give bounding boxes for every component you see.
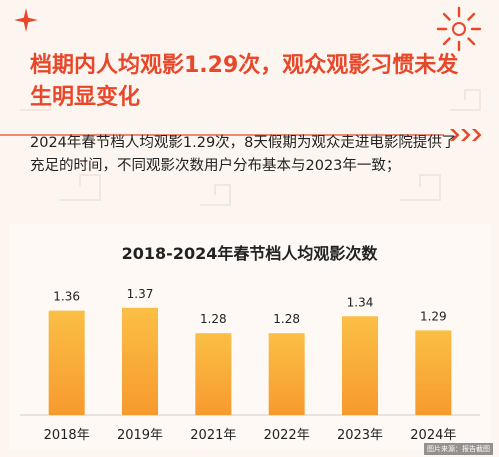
x-tick-label-3: 2022年 xyxy=(264,428,310,443)
image-source-caption: 图片来源：报告截图 xyxy=(424,443,493,455)
bar-chart: 1.36 2018年 1.37 2019年 1.28 2021年 1.28 2022年 1.34… xyxy=(20,287,480,443)
bar-1 xyxy=(122,307,158,415)
x-tick-label-5: 2024年 xyxy=(410,428,456,443)
chart-panel xyxy=(9,224,491,450)
bar-0 xyxy=(48,310,85,415)
chart-title: 2018-2024年春节档人均观影次数 xyxy=(121,244,378,263)
sun-ornament-icon xyxy=(436,6,482,52)
page-title: 档期内人均观影1.29次，观众观影习惯未发生明显变化 xyxy=(30,53,459,110)
x-tick-label-2: 2021年 xyxy=(190,428,236,443)
chevron-arrows-icon xyxy=(450,129,482,141)
x-tick-label-4: 2023年 xyxy=(337,428,383,443)
x-tick-label-0: 2018年 xyxy=(44,428,90,443)
sparkle-icon xyxy=(14,8,38,32)
description-text: 2024年春节档人均观影1.29次，8天假期为观众走进电影院提供了充足的时间，不… xyxy=(30,135,457,174)
bar-3 xyxy=(268,333,305,415)
bar-value-label-2: 1.28 xyxy=(200,312,227,326)
header-divider xyxy=(0,129,482,141)
bar-5 xyxy=(415,330,452,415)
x-tick-label-1: 2019年 xyxy=(117,428,163,443)
bar-value-label-3: 1.28 xyxy=(273,312,300,326)
bar-value-label-0: 1.36 xyxy=(53,290,80,304)
bar-value-label-4: 1.34 xyxy=(347,295,374,309)
bar-value-label-1: 1.37 xyxy=(127,287,154,301)
bar-value-label-5: 1.29 xyxy=(420,309,447,323)
bar-2 xyxy=(195,333,232,415)
bar-4 xyxy=(342,316,378,415)
